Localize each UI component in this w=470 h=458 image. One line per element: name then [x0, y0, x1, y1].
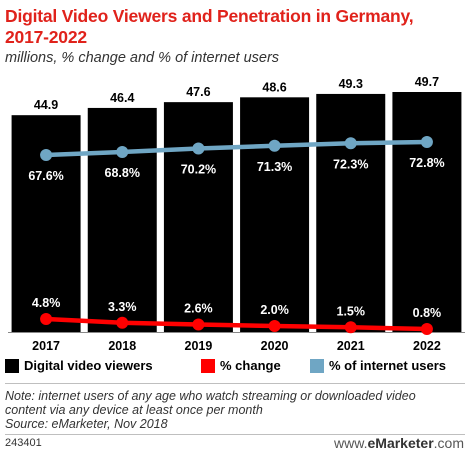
- chart-subtitle: millions, % change and % of internet use…: [5, 50, 280, 66]
- legend-divider: [5, 383, 465, 384]
- x-tick-label: 2021: [337, 339, 365, 353]
- bar-2018: [87, 107, 157, 333]
- internet-users-point: [192, 142, 205, 155]
- bar-value-label: 44.9: [34, 98, 58, 112]
- percent-change-point: [192, 318, 205, 331]
- footer-divider: [5, 434, 465, 435]
- logo-suffix: .com: [433, 435, 464, 451]
- percent-change-label: 0.8%: [413, 306, 442, 320]
- legend-swatch-internet: [310, 358, 324, 373]
- percent-change-label: 4.8%: [32, 296, 61, 310]
- percent-change-line: [43, 316, 430, 332]
- legend-item-change: % change: [201, 358, 281, 373]
- percent-change-label: 2.6%: [184, 302, 213, 316]
- note-line-2: content via any device at least once per…: [5, 403, 263, 417]
- x-tick-label: 2020: [261, 339, 289, 353]
- internet-users-label: 71.3%: [257, 160, 292, 174]
- note-line-1: Note: internet users of any age who watc…: [5, 389, 416, 403]
- x-tick-label: 2017: [32, 339, 60, 353]
- legend-item-bars: Digital video viewers: [5, 358, 153, 373]
- x-tick-label: 2022: [413, 339, 441, 353]
- chart-note: Note: internet users of any age who watc…: [5, 389, 465, 431]
- x-tick-label: 2019: [185, 339, 213, 353]
- legend-label-bars: Digital video viewers: [24, 358, 153, 373]
- chart-id: 243401: [5, 437, 42, 449]
- internet-users-label: 68.8%: [105, 166, 140, 180]
- bar-2019: [163, 102, 233, 333]
- logo-brand: eMarketer: [367, 435, 434, 451]
- logo-prefix: www.: [334, 435, 368, 451]
- legend-swatch-bars: [5, 358, 19, 373]
- percent-change-point: [116, 316, 129, 329]
- bar-2022: [392, 92, 462, 332]
- chart-legend: Digital video viewers % change % of inte…: [0, 358, 470, 378]
- source-line: Source: eMarketer, Nov 2018: [5, 417, 168, 431]
- percent-change-label: 2.0%: [260, 303, 289, 317]
- chart-title-line1: Digital Video Viewers and Penetration in…: [5, 6, 414, 26]
- chart-plot: 44.9 46.4 47.6 48.6 49.3 49.7 2017 2018 2019 2020…: [8, 75, 465, 353]
- percent-change-label: 1.5%: [337, 304, 366, 318]
- legend-label-internet: % of internet users: [329, 358, 447, 373]
- internet-users-point: [40, 149, 53, 161]
- internet-users-line: [43, 139, 430, 158]
- chart-title-line2: 2017-2022: [5, 27, 87, 47]
- bar-value-label: 47.6: [186, 85, 210, 99]
- legend-swatch-change: [201, 358, 215, 373]
- bar-2021: [316, 93, 386, 333]
- percent-change-point: [268, 320, 281, 332]
- legend-label-change: % change: [220, 358, 281, 373]
- internet-users-point: [420, 136, 433, 148]
- percent-change-point: [344, 321, 357, 334]
- internet-users-label: 72.3%: [333, 157, 368, 171]
- bar-value-label: 48.6: [262, 80, 286, 94]
- internet-users-label: 72.8%: [409, 156, 444, 170]
- emarketer-logo[interactable]: www.eMarketer.com: [334, 435, 464, 451]
- percent-change-label: 3.3%: [108, 300, 137, 314]
- internet-users-label: 67.6%: [28, 169, 63, 183]
- internet-users-point: [344, 137, 357, 150]
- legend-item-internet: % of internet users: [310, 358, 446, 373]
- percent-change-point: [40, 313, 53, 325]
- bar-value-label: 49.7: [415, 75, 439, 89]
- internet-users-label: 70.2%: [181, 163, 216, 177]
- x-tick-label: 2018: [108, 339, 136, 353]
- internet-users-point: [268, 139, 281, 152]
- percent-change-point: [420, 323, 433, 335]
- bar-2020: [240, 97, 310, 332]
- bar-value-label: 49.3: [339, 77, 363, 91]
- bar-value-label: 46.4: [110, 91, 134, 105]
- internet-users-point: [116, 146, 129, 158]
